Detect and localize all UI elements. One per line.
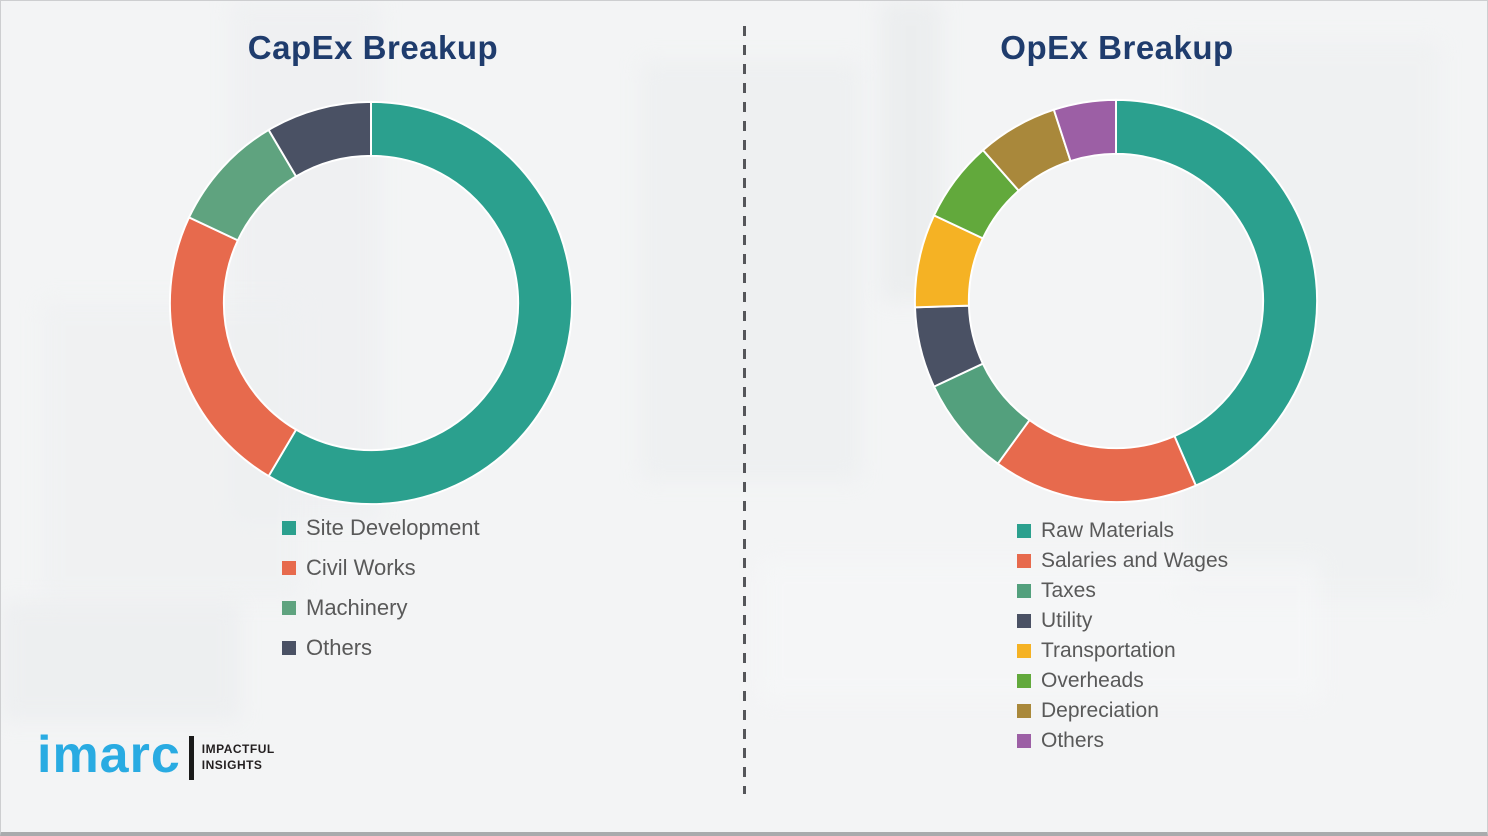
opex-donut-chart [913,98,1319,504]
vertical-dashed-divider [743,26,746,794]
donut-slice-others [1052,98,1117,163]
capex-chart-title: CapEx Breakup [247,29,499,66]
legend-item-transportation: Transportation [1017,638,1228,663]
legend-item-civil-works: Civil Works [282,555,480,580]
legend-label: Civil Works [306,554,416,580]
legend-marker [282,600,296,615]
capex-legend: Site Development Civil Works Machinery Othe… [282,515,480,675]
legend-label: Salaries and Wages [1041,548,1229,572]
legend-label: Transportation [1041,638,1176,662]
donut-slice-others [267,100,372,178]
legend-item-overheads: Overheads [1017,668,1228,693]
legend-item-raw-materials: Raw Materials [1017,518,1228,543]
legend-marker [1017,613,1031,628]
legend-label: Site Development [306,514,480,540]
legend-marker [1017,523,1031,538]
legend-label: Taxes [1041,578,1096,602]
legend-label: Utility [1041,608,1093,632]
legend-label: Machinery [306,594,408,620]
legend-marker [1017,553,1031,568]
legend-marker [282,560,296,575]
capex-donut-chart [168,100,574,506]
imarc-logo-text: imarc [37,726,181,784]
legend-item-depreciation: Depreciation [1017,698,1228,723]
legend-marker [1017,643,1031,658]
legend-marker [1017,673,1031,688]
imarc-logo-divider-bar [188,736,194,780]
legend-item-taxes: Taxes [1017,578,1228,603]
imarc-logo-tagline: IMPACTFUL INSIGHTS [202,742,275,773]
legend-item-machinery: Machinery [282,595,480,620]
legend-item-salaries-and-wages: Salaries and Wages [1017,548,1228,573]
legend-item-utility: Utility [1017,608,1228,633]
imarc-logo: imarc IMPACTFUL INSIGHTS [37,729,275,781]
legend-label: Overheads [1041,668,1144,692]
legend-marker [1017,703,1031,718]
opex-legend: Raw Materials Salaries and Wages Taxes Util… [1017,518,1228,758]
legend-item-others: Others [1017,728,1228,753]
imarc-tagline-line1: IMPACTFUL [201,742,275,757]
donut-slice-site-development [267,100,574,506]
legend-label: Raw Materials [1041,518,1175,542]
imarc-tagline-line2: INSIGHTS [201,758,263,772]
legend-label: Depreciation [1041,698,1159,722]
legend-item-site-development: Site Development [282,515,480,540]
donut-slice-civil-works [168,216,298,478]
legend-marker [282,640,296,655]
legend-marker [1017,583,1031,598]
legend-item-others: Others [282,635,480,660]
legend-label: Others [1041,728,1105,752]
opex-chart-title: OpEx Breakup [1000,29,1234,66]
donut-slice-raw-materials [1115,98,1319,487]
legend-marker [1017,733,1031,748]
donut-slice-salaries-and-wages [996,418,1198,504]
legend-label: Others [306,634,373,660]
legend-marker [282,520,296,535]
